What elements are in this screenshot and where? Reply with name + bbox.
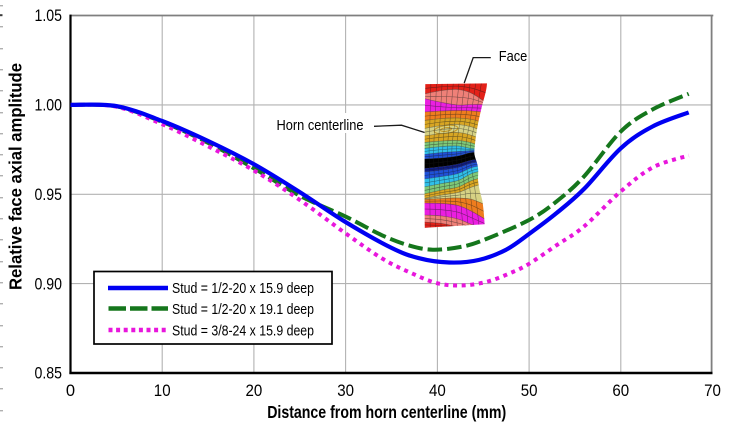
- svg-text:Relative face axial amplitude: Relative face axial amplitude: [6, 63, 26, 290]
- svg-text:Horn centerline: Horn centerline: [277, 117, 364, 134]
- svg-text:Distance from horn centerline: Distance from horn centerline (mm): [267, 402, 506, 422]
- svg-text:0: 0: [66, 382, 75, 400]
- svg-text:0.85: 0.85: [35, 365, 63, 383]
- svg-text:50: 50: [521, 382, 538, 400]
- svg-text:20: 20: [246, 382, 263, 400]
- svg-text:Stud = 3/8-24 x 15.9 deep: Stud = 3/8-24 x 15.9 deep: [172, 322, 314, 339]
- svg-text:40: 40: [429, 382, 446, 400]
- svg-text:Stud = 1/2-20 x 15.9 deep: Stud = 1/2-20 x 15.9 deep: [172, 280, 314, 297]
- svg-text:0.95: 0.95: [35, 186, 63, 204]
- svg-text:10: 10: [154, 382, 171, 400]
- svg-text:1.05: 1.05: [35, 7, 63, 25]
- svg-text:Face: Face: [499, 48, 528, 65]
- svg-text:Stud = 1/2-20 x 19.1 deep: Stud = 1/2-20 x 19.1 deep: [172, 301, 314, 318]
- svg-text:60: 60: [612, 382, 629, 400]
- svg-text:0.90: 0.90: [35, 275, 63, 293]
- svg-text:70: 70: [704, 382, 721, 400]
- svg-text:30: 30: [337, 382, 354, 400]
- svg-text:1.00: 1.00: [35, 96, 63, 114]
